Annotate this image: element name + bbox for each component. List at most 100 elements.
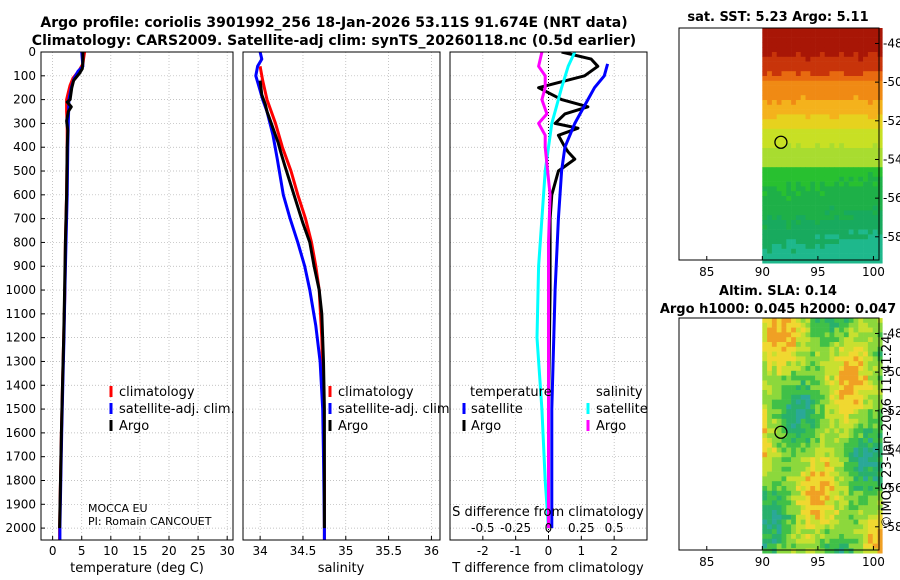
map-cell xyxy=(819,152,825,158)
map-cell xyxy=(863,548,869,554)
map-cell xyxy=(819,258,825,264)
map-cell xyxy=(781,462,787,468)
map-cell xyxy=(824,104,830,110)
map-cell xyxy=(848,210,854,216)
map-cell xyxy=(776,234,782,240)
map-cell xyxy=(781,100,787,106)
map-cell xyxy=(834,258,840,264)
map-cell xyxy=(815,42,821,48)
map-cell xyxy=(834,457,840,463)
map-cell xyxy=(776,95,782,101)
map-cell xyxy=(858,191,864,197)
map-cell xyxy=(810,505,816,511)
map-cell xyxy=(834,404,840,410)
map-cell xyxy=(800,186,806,192)
map-cell xyxy=(858,337,864,343)
map-cell xyxy=(762,244,768,250)
xtick-label: 36 xyxy=(424,544,439,558)
map-cell xyxy=(872,28,878,34)
map-cell xyxy=(867,52,873,58)
map-cell xyxy=(858,157,864,163)
map-cell xyxy=(824,224,830,230)
map-cell xyxy=(834,380,840,386)
map-cell xyxy=(863,404,869,410)
map-cell xyxy=(791,385,797,391)
map-cell xyxy=(829,524,835,530)
map-cell xyxy=(877,90,883,96)
map-cell xyxy=(824,181,830,187)
map-cell xyxy=(781,248,787,254)
map-cell xyxy=(848,486,854,492)
map-cell xyxy=(858,399,864,405)
map-cell xyxy=(829,375,835,381)
map-cell xyxy=(762,220,768,226)
map-cell xyxy=(815,476,821,482)
map-cell xyxy=(839,538,845,544)
map-cell xyxy=(762,438,768,444)
map-cell xyxy=(839,442,845,448)
map-cell xyxy=(858,109,864,115)
map-cell xyxy=(858,447,864,453)
map-cell xyxy=(848,258,854,264)
map-cell xyxy=(834,90,840,96)
map-ytick-label: -56 xyxy=(883,191,900,205)
map-cell xyxy=(863,229,869,235)
map-cell xyxy=(781,215,787,221)
xtick-label: 2 xyxy=(610,544,618,558)
map-cell xyxy=(824,210,830,216)
map-ytick-label: -48 xyxy=(883,36,900,50)
map-cell xyxy=(810,167,816,173)
map-cell xyxy=(786,167,792,173)
map-cell xyxy=(863,318,869,324)
map-cell xyxy=(863,390,869,396)
map-cell xyxy=(834,438,840,444)
map-cell xyxy=(810,176,816,182)
map-cell xyxy=(810,196,816,202)
map-cell xyxy=(781,172,787,178)
map-cell xyxy=(800,100,806,106)
xtick-label: 10 xyxy=(103,544,118,558)
map-cell xyxy=(843,167,849,173)
map-cell xyxy=(762,524,768,530)
map-cell xyxy=(767,138,773,144)
map-cell xyxy=(829,95,835,101)
map-cell xyxy=(791,215,797,221)
map-cell xyxy=(877,114,883,120)
map-cell xyxy=(781,186,787,192)
map-cell xyxy=(771,42,777,48)
map-cell xyxy=(867,375,873,381)
map-cell xyxy=(839,234,845,240)
map-cell xyxy=(867,495,873,501)
map-cell xyxy=(767,327,773,333)
map-cell xyxy=(829,447,835,453)
map-cell xyxy=(800,342,806,348)
map-cell xyxy=(810,52,816,58)
map-cell xyxy=(786,447,792,453)
map-cell xyxy=(771,157,777,163)
map-cell xyxy=(810,490,816,496)
map-cell xyxy=(824,370,830,376)
legend-label-climatology: climatology xyxy=(338,385,414,400)
map-cell xyxy=(786,128,792,134)
map-cell xyxy=(858,548,864,554)
map-cell xyxy=(863,495,869,501)
map-cell xyxy=(839,481,845,487)
map-cell xyxy=(795,543,801,549)
map-cell xyxy=(824,452,830,458)
map-cell xyxy=(848,152,854,158)
sla-map-panel: Altim. SLA: 0.14 Argo h1000: 0.045 h2000… xyxy=(660,284,900,569)
map-cell xyxy=(858,61,864,67)
map-cell xyxy=(848,220,854,226)
map-cell xyxy=(843,224,849,230)
map-cell xyxy=(872,370,878,376)
map-cell xyxy=(795,162,801,168)
xtick-label: 5 xyxy=(78,544,86,558)
map-cell xyxy=(771,181,777,187)
map-cell xyxy=(872,322,878,328)
map-cell xyxy=(824,466,830,472)
map-cell xyxy=(762,466,768,472)
map-cell xyxy=(867,244,873,250)
map-cell xyxy=(795,471,801,477)
map-cell xyxy=(872,220,878,226)
map-cell xyxy=(824,356,830,362)
